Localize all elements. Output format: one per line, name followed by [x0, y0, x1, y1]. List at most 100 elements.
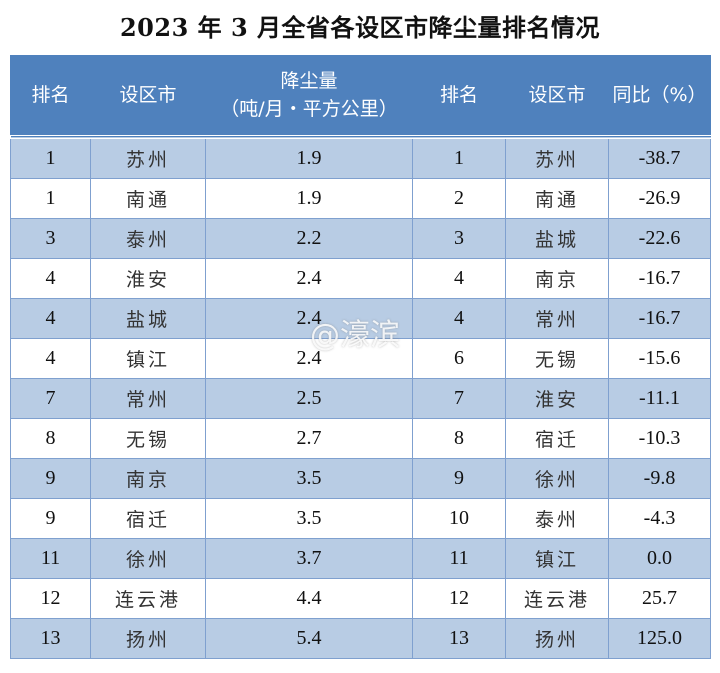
table-row: 4 淮安 2.4 4 南京 -16.7 — [10, 258, 711, 299]
city-b: 镇江 — [505, 538, 609, 579]
yoy-value: -10.3 — [608, 418, 711, 459]
yoy-value: -38.7 — [608, 136, 711, 179]
city-b: 无锡 — [505, 338, 609, 379]
city-b: 连云港 — [505, 578, 609, 619]
rank-a: 4 — [10, 338, 91, 379]
dustfall-value: 1.9 — [205, 136, 413, 179]
dustfall-value: 2.7 — [205, 418, 413, 459]
rank-a: 3 — [10, 218, 91, 259]
rank-b: 6 — [412, 338, 506, 379]
table-row: 4 镇江 2.4 6 无锡 -15.6 — [10, 338, 711, 379]
yoy-value: -16.7 — [608, 298, 711, 339]
rank-b: 9 — [412, 458, 506, 499]
dustfall-value: 5.4 — [205, 618, 413, 659]
dustfall-value: 2.5 — [205, 378, 413, 419]
table-row: 1 苏州 1.9 1 苏州 -38.7 — [10, 136, 711, 179]
rank-b: 3 — [412, 218, 506, 259]
table-row: 8 无锡 2.7 8 宿迁 -10.3 — [10, 418, 711, 459]
rank-b: 1 — [412, 136, 506, 179]
rank-a: 7 — [10, 378, 91, 419]
table-row: 12 连云港 4.4 12 连云港 25.7 — [10, 578, 711, 619]
city-b: 扬州 — [505, 618, 609, 659]
yoy-value: -11.1 — [608, 378, 711, 419]
table-header-row: 排名 设区市 降尘量 （吨/月・平方公里） 排名 设区市 同比（%） — [10, 55, 711, 139]
table-row: 9 宿迁 3.5 10 泰州 -4.3 — [10, 498, 711, 539]
header-rank-a: 排名 — [10, 55, 91, 139]
rank-b: 2 — [412, 178, 506, 219]
rank-a: 13 — [10, 618, 91, 659]
dustfall-value: 3.5 — [205, 458, 413, 499]
rank-b: 10 — [412, 498, 506, 539]
rank-b: 7 — [412, 378, 506, 419]
yoy-value: -9.8 — [608, 458, 711, 499]
rank-b: 4 — [412, 298, 506, 339]
city-a: 淮安 — [90, 258, 206, 299]
city-a: 常州 — [90, 378, 206, 419]
yoy-value: 0.0 — [608, 538, 711, 579]
rank-a: 1 — [10, 136, 91, 179]
rank-a: 11 — [10, 538, 91, 579]
city-a: 南京 — [90, 458, 206, 499]
city-b: 盐城 — [505, 218, 609, 259]
rank-a: 4 — [10, 258, 91, 299]
dustfall-value: 2.4 — [205, 298, 413, 339]
city-b: 淮安 — [505, 378, 609, 419]
city-a: 徐州 — [90, 538, 206, 579]
yoy-value: 25.7 — [608, 578, 711, 619]
city-b: 南京 — [505, 258, 609, 299]
yoy-value: -16.7 — [608, 258, 711, 299]
city-b: 常州 — [505, 298, 609, 339]
dustfall-value: 3.7 — [205, 538, 413, 579]
dustfall-value: 1.9 — [205, 178, 413, 219]
rank-b: 8 — [412, 418, 506, 459]
table-row: 4 盐城 2.4 4 常州 -16.7 — [10, 298, 711, 339]
table-row: 7 常州 2.5 7 淮安 -11.1 — [10, 378, 711, 419]
city-b: 宿迁 — [505, 418, 609, 459]
rank-a: 4 — [10, 298, 91, 339]
header-dustfall: 降尘量 （吨/月・平方公里） — [205, 55, 413, 139]
dustfall-value: 2.2 — [205, 218, 413, 259]
city-b: 泰州 — [505, 498, 609, 539]
dustfall-value: 4.4 — [205, 578, 413, 619]
table-row: 1 南通 1.9 2 南通 -26.9 — [10, 178, 711, 219]
rank-b: 11 — [412, 538, 506, 579]
rank-b: 13 — [412, 618, 506, 659]
city-a: 宿迁 — [90, 498, 206, 539]
rank-a: 8 — [10, 418, 91, 459]
city-a: 镇江 — [90, 338, 206, 379]
yoy-value: 125.0 — [608, 618, 711, 659]
city-a: 泰州 — [90, 218, 206, 259]
yoy-value: -26.9 — [608, 178, 711, 219]
city-a: 扬州 — [90, 618, 206, 659]
city-a: 苏州 — [90, 136, 206, 179]
dustfall-value: 2.4 — [205, 338, 413, 379]
header-dustfall-label: 降尘量 — [280, 70, 338, 92]
rank-a: 9 — [10, 458, 91, 499]
yoy-value: -22.6 — [608, 218, 711, 259]
table-row: 11 徐州 3.7 11 镇江 0.0 — [10, 538, 711, 579]
rank-a: 12 — [10, 578, 91, 619]
city-b: 苏州 — [505, 136, 609, 179]
rank-b: 12 — [412, 578, 506, 619]
table-row: 13 扬州 5.4 13 扬州 125.0 — [10, 618, 711, 659]
rank-b: 4 — [412, 258, 506, 299]
header-city-b: 设区市 — [505, 55, 609, 139]
city-a: 南通 — [90, 178, 206, 219]
yoy-value: -15.6 — [608, 338, 711, 379]
rank-a: 9 — [10, 498, 91, 539]
yoy-value: -4.3 — [608, 498, 711, 539]
page-title: 2023 年 3 月全省各设区市降尘量排名情况 — [119, 13, 601, 42]
header-yoy: 同比（%） — [608, 55, 711, 139]
dustfall-value: 2.4 — [205, 258, 413, 299]
city-a: 连云港 — [90, 578, 206, 619]
city-a: 盐城 — [90, 298, 206, 339]
city-a: 无锡 — [90, 418, 206, 459]
table-row: 9 南京 3.5 9 徐州 -9.8 — [10, 458, 711, 499]
dustfall-ranking-table: 排名 设区市 降尘量 （吨/月・平方公里） 排名 设区市 同比（%） 1 苏州 … — [10, 55, 711, 659]
header-city-a: 设区市 — [90, 55, 206, 139]
header-dustfall-unit: （吨/月・平方公里） — [220, 98, 398, 120]
rank-a: 1 — [10, 178, 91, 219]
header-rank-b: 排名 — [412, 55, 506, 139]
dustfall-value: 3.5 — [205, 498, 413, 539]
city-b: 徐州 — [505, 458, 609, 499]
